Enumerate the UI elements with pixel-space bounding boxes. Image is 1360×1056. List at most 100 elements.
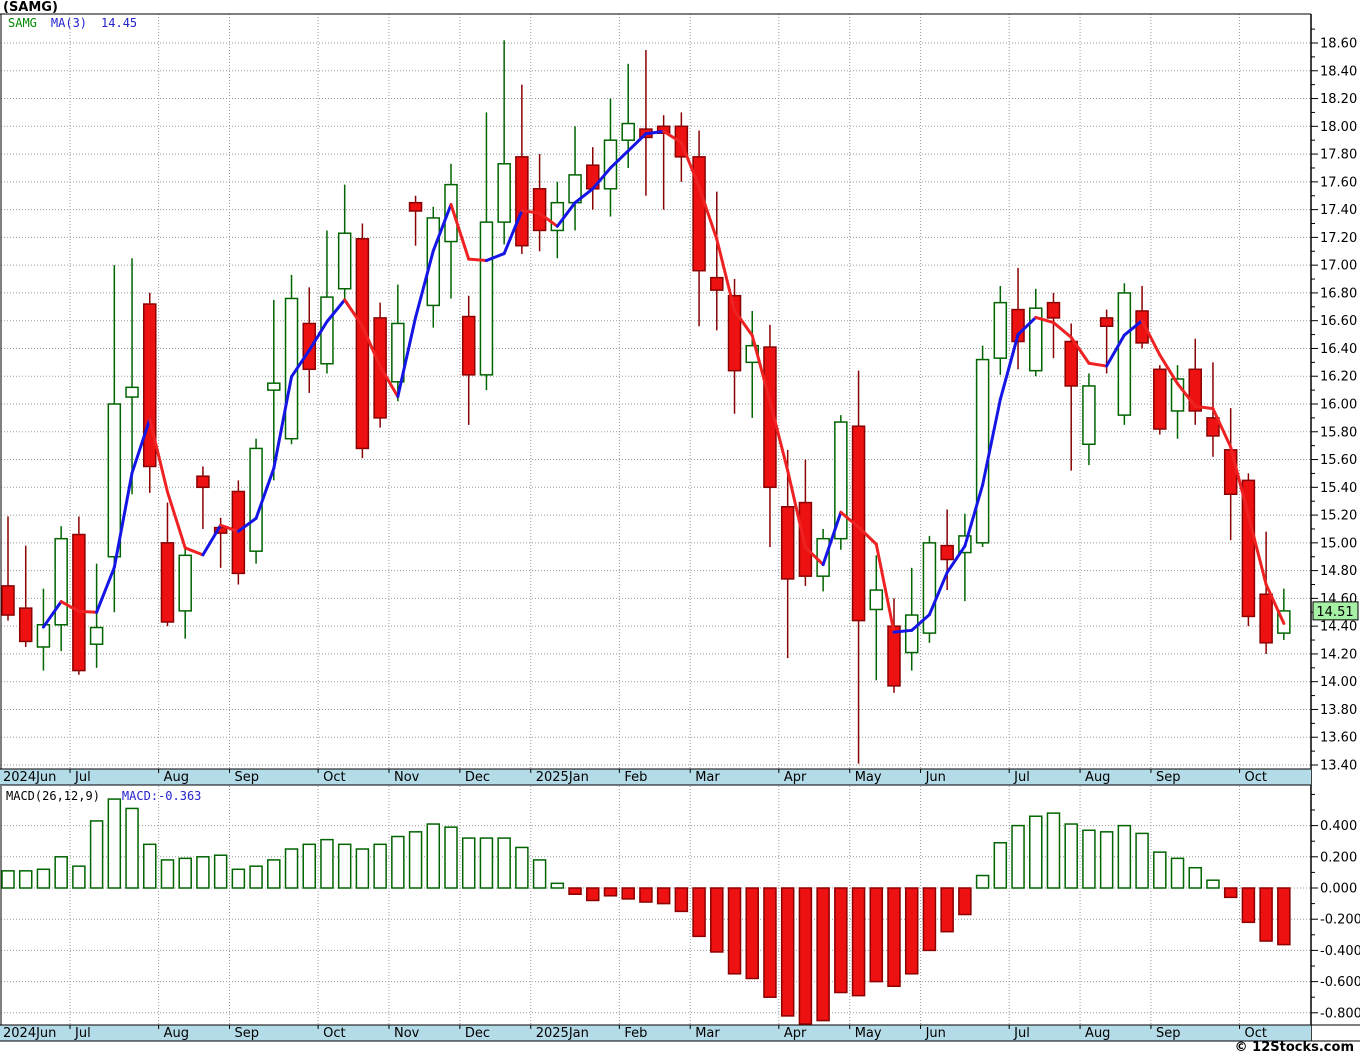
macd-bar [18,870,33,889]
ma-segment [821,510,843,567]
price-tick-label: 15.00 [1320,536,1357,551]
macd-bar [196,856,210,889]
candle-body [532,188,547,232]
ma-segment [679,141,701,189]
price-tick-label: 13.60 [1320,731,1357,746]
candle-body [1259,593,1273,644]
macd-bar [1277,887,1291,946]
symbol-label: SAMG [8,16,37,30]
macd-bar [887,887,901,988]
watermark: © 12Stocks.com [1234,1040,1354,1055]
ma-segment [892,628,914,634]
ma-segment [538,211,559,228]
macd-bar [904,887,919,975]
ma-segment [396,315,418,399]
macd-bar [1011,824,1025,889]
macd-bar [568,887,582,895]
candle-body [1241,479,1256,618]
month-label: Oct [323,1026,345,1041]
ma-segment [786,469,807,549]
macd-bar [302,843,316,889]
macd-bar [780,887,795,1017]
candle-body [710,276,724,291]
month-label: Oct [323,770,345,785]
macd-bar [1082,829,1096,889]
month-label: Jul [1013,1026,1030,1041]
candle-body [1223,449,1238,496]
candle-body [780,505,795,580]
macd-bar [284,848,299,889]
macd-bar [940,887,954,933]
candle-body [816,537,830,577]
month-label: May [855,770,882,785]
month-label: Mar [695,770,720,785]
candle-body [656,125,671,135]
macd-bar [603,887,618,897]
ma-segment [644,129,666,136]
ma-value: 14.45 [101,16,138,30]
price-tick-label: 15.40 [1320,481,1357,496]
macd-bar [444,826,458,889]
ma-segment [236,516,258,533]
candle-body [1029,307,1043,372]
candle-body [1117,292,1132,416]
macd-bar [143,843,157,889]
ma-segment [910,613,931,632]
ma-segment [857,525,878,546]
macd-bar [550,882,565,889]
macd-tick-label: -0.600 [1320,975,1360,990]
month-label: Oct [1245,1026,1267,1041]
month-label: 2025Jan [536,1026,589,1041]
ma-segment [1211,407,1233,449]
macd-bar [89,820,104,889]
price-tick-label: 18.60 [1320,37,1357,52]
macd-bar [692,887,706,938]
macd-bar [958,887,972,916]
macd-bar [586,887,600,902]
candle-body [444,183,458,243]
ma-segment [662,129,683,145]
candle-body [461,315,476,376]
ma-segment [1229,445,1250,518]
price-tick-label: 17.60 [1320,175,1357,190]
candle-body [54,537,68,626]
candle-body [160,542,175,623]
ma-segment [467,257,488,263]
macd-tick-label: -0.800 [1320,1006,1360,1021]
month-label: Jun [925,1026,946,1041]
ma-segment [183,546,205,557]
macd-bar [621,887,635,900]
macd-bar [798,887,813,1025]
ma-segment [502,209,524,256]
candle-body [1082,385,1096,446]
macd-histogram [1,798,1291,1025]
macd-bar [1170,857,1185,889]
macd-bar [1,870,15,889]
macd-bar [178,857,192,889]
ma-segment [77,609,99,614]
candle-body [196,475,210,489]
ma-segment [343,298,364,328]
ma-segment [41,600,63,629]
month-label: Nov [394,1026,420,1041]
ma-segment [750,334,772,403]
price-tick-label: 17.00 [1320,259,1357,274]
candle-body [798,501,813,577]
candle-body [337,232,352,290]
ma-segment [112,471,134,569]
month-label: May [855,1026,882,1041]
price-tick-label: 18.20 [1320,92,1357,107]
candle-body [479,221,494,376]
macd-bar [249,865,263,889]
macd-bar [1135,832,1149,889]
ma-segment [360,324,382,369]
ma-segment [1264,583,1286,625]
macd-bar [160,859,175,889]
month-label: Apr [784,770,807,785]
ma-segment [1087,361,1109,368]
macd-bar [497,837,511,889]
ma-segment [1034,315,1055,325]
macd-bar [355,848,370,889]
macd-bar [1117,824,1132,889]
macd-bar [922,887,937,952]
